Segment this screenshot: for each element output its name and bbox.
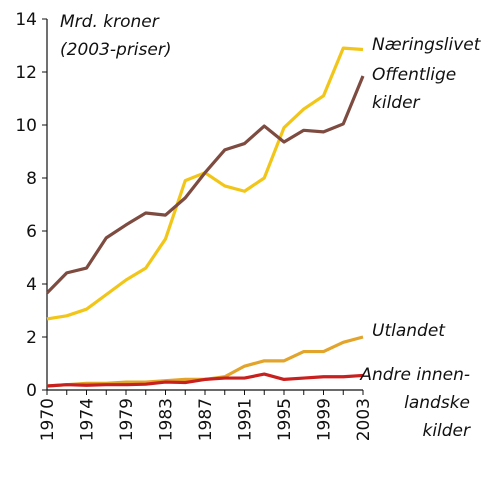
- y-axis-label: Mrd. kroner: [60, 12, 160, 32]
- y-tick-label: 6: [26, 222, 37, 242]
- series-label: kilder: [422, 421, 471, 441]
- x-tick-label: 1987: [196, 398, 216, 441]
- y-tick-label: 8: [26, 169, 37, 189]
- x-tick-label: 1995: [275, 398, 295, 441]
- x-tick-label: 1974: [78, 398, 98, 441]
- x-tick-label: 1979: [117, 398, 137, 441]
- y-tick-label: 12: [15, 63, 37, 83]
- series-label: Næringslivet: [372, 35, 482, 55]
- x-tick-label: 1999: [315, 398, 335, 441]
- data-line: [45, 75, 365, 295]
- y-tick-label: 2: [26, 328, 37, 348]
- data-line: [46, 46, 364, 321]
- y-tick-label: 0: [26, 381, 37, 401]
- series-label: landske: [404, 393, 470, 413]
- y-axis-label: (2003-priser): [60, 40, 171, 60]
- x-tick-label: 1983: [157, 398, 177, 441]
- series-label: Utlandet: [372, 321, 446, 341]
- data-line: [46, 372, 364, 388]
- x-tick-label: 1970: [38, 398, 58, 441]
- series-label: Andre innen-: [359, 365, 470, 385]
- series-label: Offentlige: [372, 65, 456, 85]
- y-tick-label: 14: [15, 10, 37, 30]
- series-label: kilder: [372, 93, 421, 113]
- y-tick-label: 4: [26, 275, 37, 295]
- x-tick-label: 2003: [354, 398, 374, 441]
- y-tick-label: 10: [15, 116, 37, 136]
- x-tick-label: 1991: [236, 398, 256, 441]
